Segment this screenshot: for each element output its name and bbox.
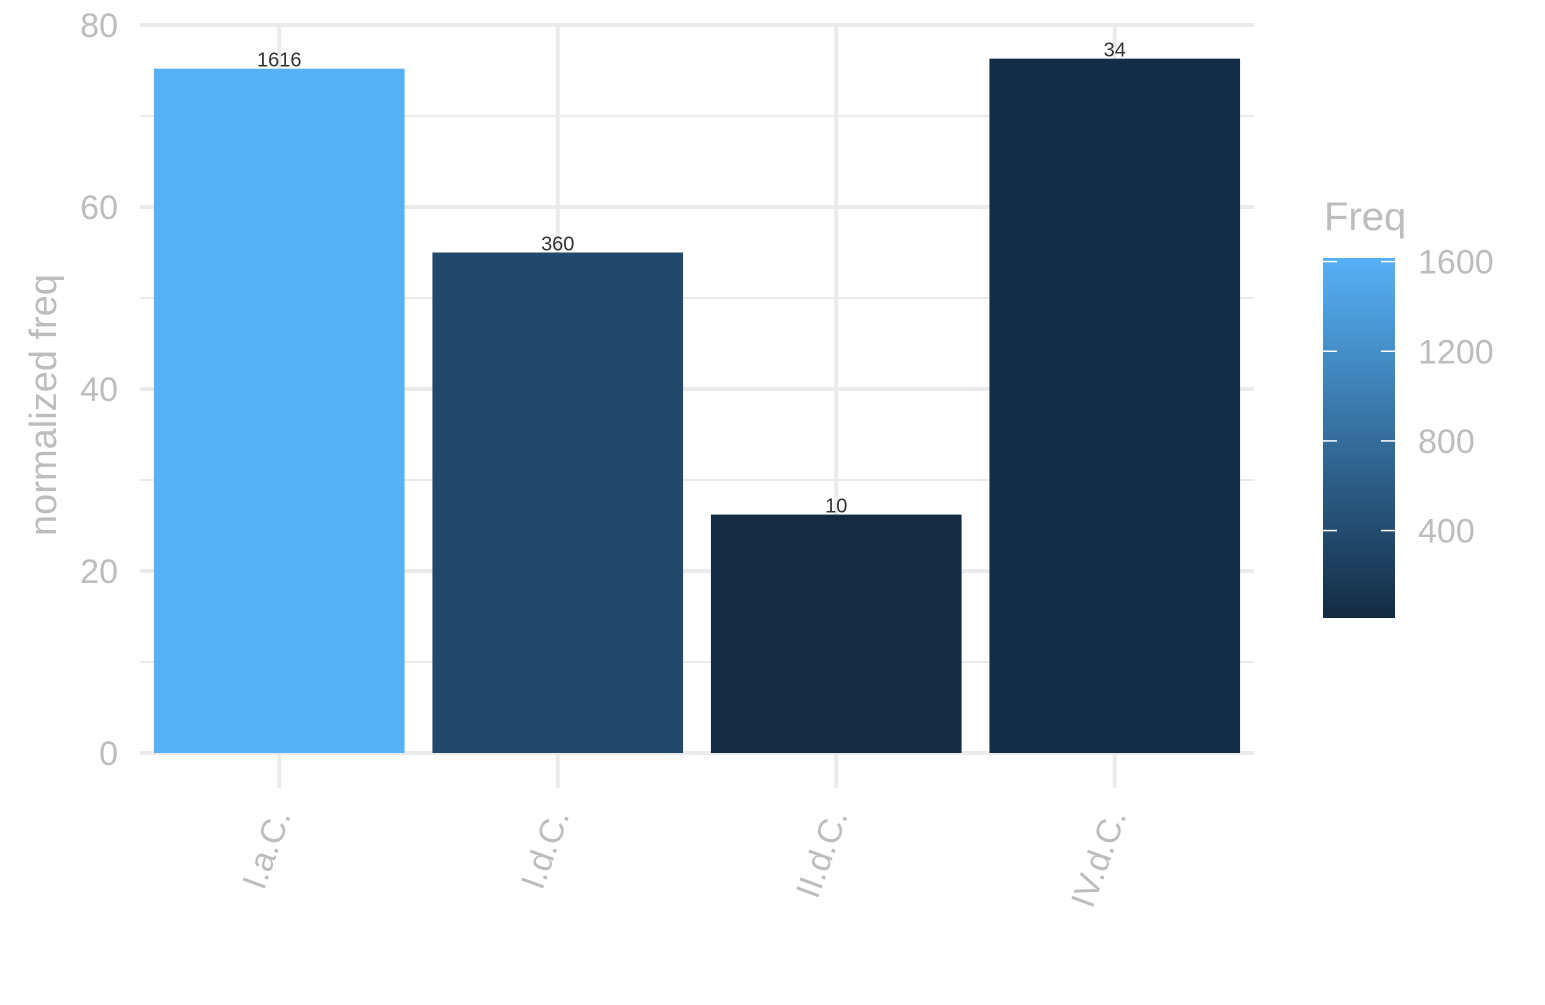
y-tick-label: 0 — [99, 735, 118, 773]
bars — [153, 58, 1241, 754]
legend-tick-label: 400 — [1418, 513, 1475, 551]
color-legend: Freq 400 800 1200 1600 — [1323, 195, 1494, 618]
x-tick-label: II.d.C. — [789, 805, 856, 903]
bar-value-label: 34 — [1104, 40, 1126, 62]
y-axis: 0 20 40 60 80 — [80, 7, 118, 773]
bar — [710, 514, 962, 753]
legend-title: Freq — [1324, 195, 1406, 239]
legend-ticks: 400 800 1200 1600 — [1323, 244, 1494, 551]
x-axis: I.a.C. I.d.C. II.d.C. IV.d.C. — [235, 805, 1134, 913]
bar-labels: 1616 360 10 34 — [257, 40, 1126, 518]
legend-tick-label: 1600 — [1418, 244, 1494, 282]
y-axis-title: normalized freq — [23, 274, 65, 536]
bar-value-label: 1616 — [257, 50, 302, 72]
y-tick-label: 20 — [80, 553, 118, 591]
bar — [989, 58, 1241, 754]
legend-tick-label: 1200 — [1418, 333, 1494, 371]
x-tick-label: IV.d.C. — [1064, 805, 1134, 913]
bar — [432, 252, 684, 753]
x-tick-label: I.d.C. — [514, 805, 577, 894]
legend-tick-label: 800 — [1418, 423, 1475, 461]
bar — [153, 68, 405, 754]
y-tick-label: 80 — [80, 7, 118, 45]
bar-value-label: 360 — [541, 234, 574, 256]
x-tick-label: I.a.C. — [235, 805, 298, 894]
y-tick-label: 40 — [80, 371, 118, 409]
legend-color-bar — [1323, 258, 1395, 618]
y-tick-label: 60 — [80, 189, 118, 227]
bar-value-label: 10 — [825, 496, 847, 518]
